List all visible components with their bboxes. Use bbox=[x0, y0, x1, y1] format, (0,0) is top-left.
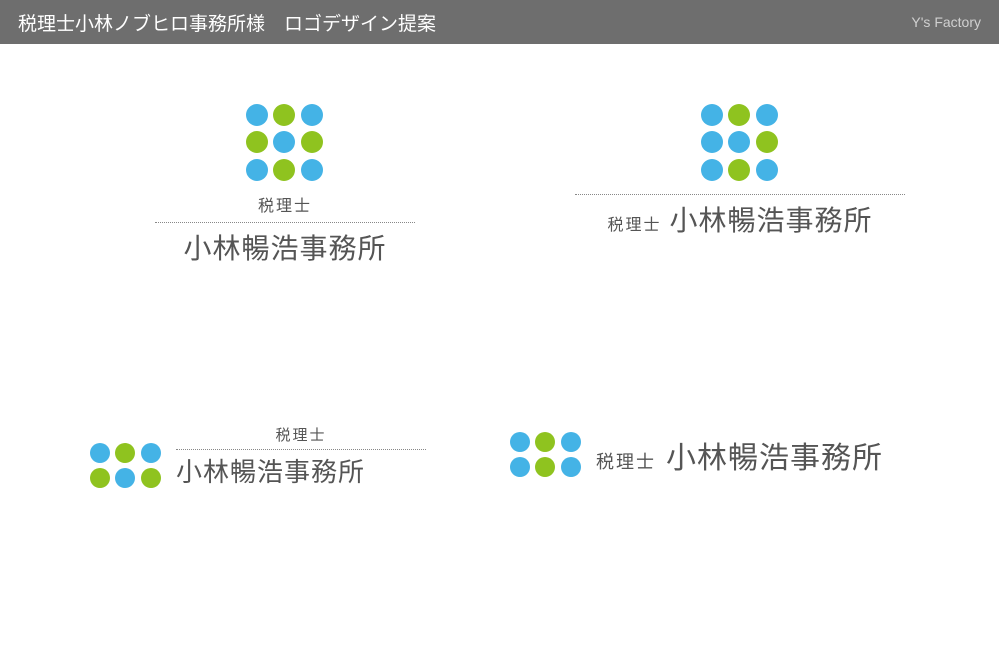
green-dot bbox=[273, 104, 295, 126]
green-dot bbox=[728, 104, 750, 126]
green-dot bbox=[115, 443, 135, 463]
office-name: 小林暢浩事務所 bbox=[670, 199, 873, 239]
design-canvas: 税理士 小林暢浩事務所 税理士 小林暢浩事務所 税理士 小林暢浩事務所 税理士 … bbox=[0, 44, 999, 666]
office-name: 小林暢浩事務所 bbox=[140, 227, 430, 267]
green-dot bbox=[756, 131, 778, 153]
blue-dot bbox=[90, 443, 110, 463]
blue-dot bbox=[561, 457, 581, 477]
blue-dot bbox=[141, 443, 161, 463]
blue-dot bbox=[756, 104, 778, 126]
blue-dot bbox=[728, 131, 750, 153]
green-dot bbox=[535, 457, 555, 477]
blue-dot bbox=[301, 104, 323, 126]
header-credit: Y's Factory bbox=[911, 14, 981, 30]
dot-grid bbox=[510, 432, 582, 478]
logo-variant-1: 税理士 小林暢浩事務所 bbox=[140, 104, 430, 267]
blue-dot bbox=[510, 432, 530, 452]
prefix-label: 税理士 bbox=[596, 448, 656, 474]
blue-dot bbox=[701, 104, 723, 126]
prefix-label: 税理士 bbox=[140, 192, 430, 216]
green-dot bbox=[535, 432, 555, 452]
divider-dotted bbox=[176, 449, 426, 450]
green-dot bbox=[246, 131, 268, 153]
divider-dotted bbox=[575, 194, 905, 195]
green-dot bbox=[141, 468, 161, 488]
blue-dot bbox=[561, 432, 581, 452]
dot-grid bbox=[701, 104, 779, 182]
blue-dot bbox=[701, 159, 723, 181]
divider-dotted bbox=[155, 222, 415, 223]
blue-dot bbox=[756, 159, 778, 181]
office-name: 小林暢浩事務所 bbox=[666, 433, 883, 477]
green-dot bbox=[90, 468, 110, 488]
blue-dot bbox=[701, 131, 723, 153]
prefix-label: 税理士 bbox=[176, 424, 426, 445]
header-bar: 税理士小林ノブヒロ事務所様 ロゴデザイン提案 Y's Factory bbox=[0, 0, 999, 44]
blue-dot bbox=[301, 159, 323, 181]
blue-dot bbox=[115, 468, 135, 488]
prefix-label: 税理士 bbox=[607, 211, 661, 235]
dot-grid bbox=[246, 104, 324, 182]
logo-variant-3: 税理士 小林暢浩事務所 bbox=[90, 424, 426, 489]
green-dot bbox=[273, 159, 295, 181]
office-name: 小林暢浩事務所 bbox=[176, 452, 426, 489]
blue-dot bbox=[246, 159, 268, 181]
blue-dot bbox=[273, 131, 295, 153]
logo-variant-2: 税理士 小林暢浩事務所 bbox=[565, 104, 915, 239]
dot-grid bbox=[90, 443, 162, 489]
blue-dot bbox=[246, 104, 268, 126]
logo-variant-4: 税理士 小林暢浩事務所 bbox=[510, 432, 883, 478]
green-dot bbox=[301, 131, 323, 153]
header-title: 税理士小林ノブヒロ事務所様 ロゴデザイン提案 bbox=[18, 9, 436, 36]
blue-dot bbox=[510, 457, 530, 477]
green-dot bbox=[728, 159, 750, 181]
